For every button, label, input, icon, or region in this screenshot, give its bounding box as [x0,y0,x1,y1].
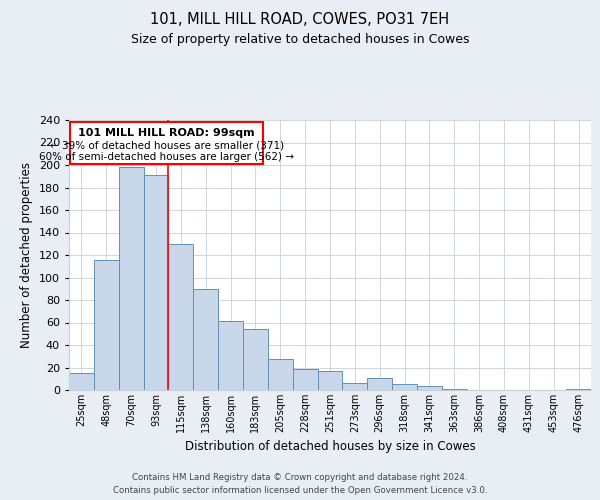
Text: ← 39% of detached houses are smaller (371): ← 39% of detached houses are smaller (37… [50,140,284,150]
Bar [70,122,263,164]
Bar [317,371,343,390]
Bar [367,378,392,390]
Text: 101, MILL HILL ROAD, COWES, PO31 7EH: 101, MILL HILL ROAD, COWES, PO31 7EH [151,12,449,28]
Text: Contains HM Land Registry data © Crown copyright and database right 2024.: Contains HM Land Registry data © Crown c… [132,472,468,482]
X-axis label: Distribution of detached houses by size in Cowes: Distribution of detached houses by size … [185,440,475,454]
Bar [69,373,94,390]
Bar [392,384,417,390]
Y-axis label: Number of detached properties: Number of detached properties [20,162,33,348]
Text: Contains public sector information licensed under the Open Government Licence v3: Contains public sector information licen… [113,486,487,495]
Bar [293,368,317,390]
Bar [268,358,293,390]
Bar [218,322,243,390]
Bar [343,383,367,390]
Bar [94,260,119,390]
Bar [243,329,268,390]
Bar [119,167,143,390]
Bar [566,389,591,390]
Bar [442,389,467,390]
Text: 101 MILL HILL ROAD: 99sqm: 101 MILL HILL ROAD: 99sqm [78,128,255,138]
Bar [193,289,218,390]
Bar [143,175,169,390]
Bar [169,244,193,390]
Text: Size of property relative to detached houses in Cowes: Size of property relative to detached ho… [131,32,469,46]
Bar [417,386,442,390]
Text: 60% of semi-detached houses are larger (562) →: 60% of semi-detached houses are larger (… [39,152,294,162]
